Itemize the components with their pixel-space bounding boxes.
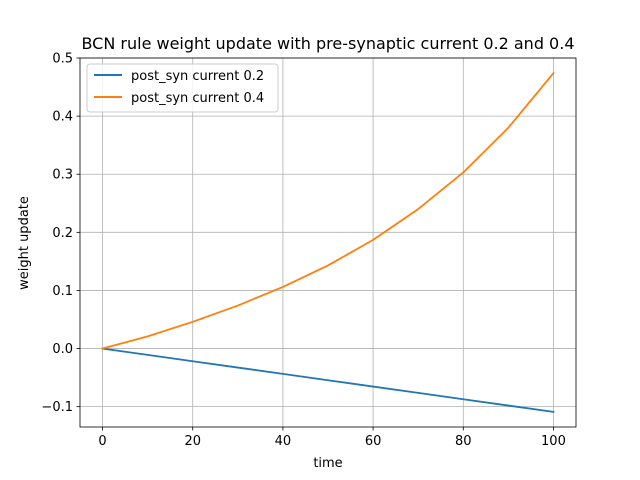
y-tick-label: 0.3 <box>52 168 73 183</box>
grid-layer <box>80 57 576 427</box>
x-tick-label: 80 <box>455 434 472 449</box>
x-axis-label: time <box>313 456 342 471</box>
y-tick-label: 0.0 <box>52 342 73 357</box>
x-tick-label: 40 <box>275 434 292 449</box>
y-tick-label: 0.5 <box>52 52 73 67</box>
legend: post_syn current 0.2 post_syn current 0.… <box>86 63 279 113</box>
plot-frame <box>79 57 577 428</box>
x-tick-label: 0 <box>98 434 106 449</box>
y-axis-label: weight update <box>17 196 32 290</box>
y-tick-label: 0.4 <box>52 110 73 125</box>
series-line-1 <box>101 347 555 413</box>
y-tick-label: 0.2 <box>52 226 73 241</box>
series-layer <box>101 71 555 413</box>
series-line-2 <box>101 71 555 350</box>
ticks-layer: 0 20 40 60 80 100 −0.1 0.0 0.1 0.2 0.3 0.4 0.5 <box>41 52 565 450</box>
legend-label-series-2: post_syn current 0.4 <box>131 91 264 106</box>
chart-title: BCN rule weight update with pre-synaptic… <box>81 34 574 53</box>
y-tick-label: 0.1 <box>52 284 73 299</box>
legend-box <box>86 63 279 113</box>
y-tick-label: −0.1 <box>41 400 73 415</box>
x-tick-label: 20 <box>184 434 201 449</box>
legend-label-series-1: post_syn current 0.2 <box>131 69 264 84</box>
x-tick-label: 60 <box>365 434 382 449</box>
x-tick-label: 100 <box>541 434 566 449</box>
